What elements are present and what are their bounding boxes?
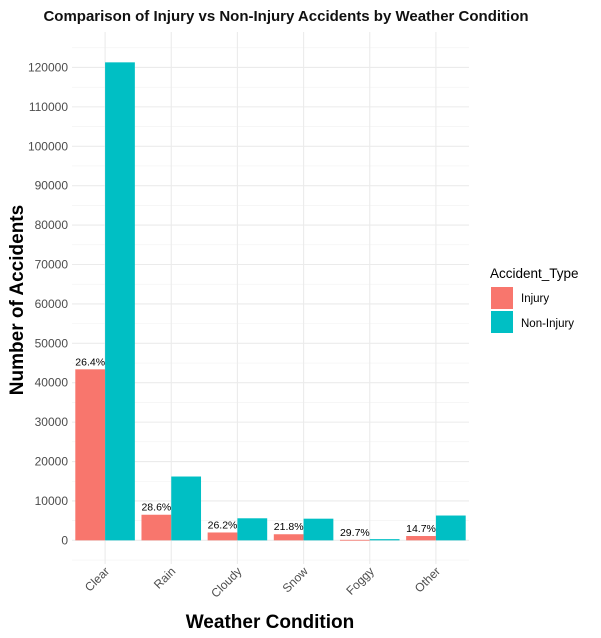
bar-label-other: 14.7% [406, 523, 436, 535]
y-tick-label: 60000 [35, 297, 69, 311]
bar-non-injury-foggy [369, 539, 400, 541]
y-tick-label: 120000 [28, 60, 68, 74]
y-tick-label: 70000 [35, 258, 69, 272]
bar-injury-clear [75, 369, 106, 541]
x-tick-label-foggy: Foggy [343, 564, 376, 597]
bar-non-injury-rain [171, 476, 202, 541]
bar-non-injury-clear [105, 62, 135, 541]
bar-non-injury-snow [303, 518, 334, 541]
x-axis-title: Weather Condition [186, 612, 355, 633]
bar-label-rain: 28.6% [141, 502, 171, 514]
bar-non-injury-other [435, 515, 466, 541]
y-tick-label: 90000 [35, 179, 69, 193]
y-tick-label: 80000 [35, 218, 69, 232]
legend-key-non-injury [491, 311, 513, 333]
legend-key-injury [491, 287, 513, 309]
y-axis-title: Number of Accidents [7, 205, 28, 395]
y-tick-label: 110000 [29, 100, 68, 114]
bar-label-foggy: 29.7% [340, 527, 370, 539]
y-tick-label: 20000 [35, 455, 69, 469]
bar-non-injury-cloudy [237, 518, 268, 541]
y-tick-label: 100000 [28, 139, 68, 153]
bar-injury-rain [141, 514, 172, 541]
x-tick-label-other: Other [412, 564, 443, 595]
bars [75, 62, 466, 541]
bar-labels: 26.4% 28.6% 26.2% 21.8% 29.7% 14.7% [75, 356, 436, 539]
bar-label-clear: 26.4% [75, 356, 105, 368]
legend-label-injury: Injury [521, 293, 549, 305]
x-tick-label-rain: Rain [151, 564, 178, 591]
bar-label-snow: 21.8% [274, 521, 304, 533]
bar-injury-snow [273, 534, 304, 541]
grid-lines [72, 32, 469, 564]
y-tick-label: 50000 [35, 336, 69, 350]
x-axis-ticks: Clear Rain Cloudy Snow Foggy Other [82, 564, 443, 601]
legend-title: Accident_Type [490, 266, 579, 281]
legend-label-non-injury: Non-Injury [521, 318, 574, 330]
x-tick-label-cloudy: Cloudy [208, 564, 244, 600]
bar-injury-foggy [339, 539, 370, 541]
bar-injury-other [406, 536, 436, 541]
y-tick-label: 10000 [35, 494, 69, 508]
y-axis-ticks: 0 10000 20000 30000 40000 50000 60000 70000 8000… [28, 60, 68, 547]
bar-label-cloudy: 26.2% [208, 519, 238, 531]
x-tick-label-snow: Snow [280, 564, 311, 595]
y-tick-label: 0 [61, 533, 68, 547]
y-tick-label: 30000 [35, 415, 69, 429]
chart-title: Comparison of Injury vs Non-Injury Accid… [43, 8, 528, 25]
x-tick-label-clear: Clear [82, 564, 112, 594]
bar-injury-cloudy [207, 532, 238, 541]
legend: Accident_Type Injury Non-Injury [490, 266, 579, 333]
y-tick-label: 40000 [35, 376, 69, 390]
